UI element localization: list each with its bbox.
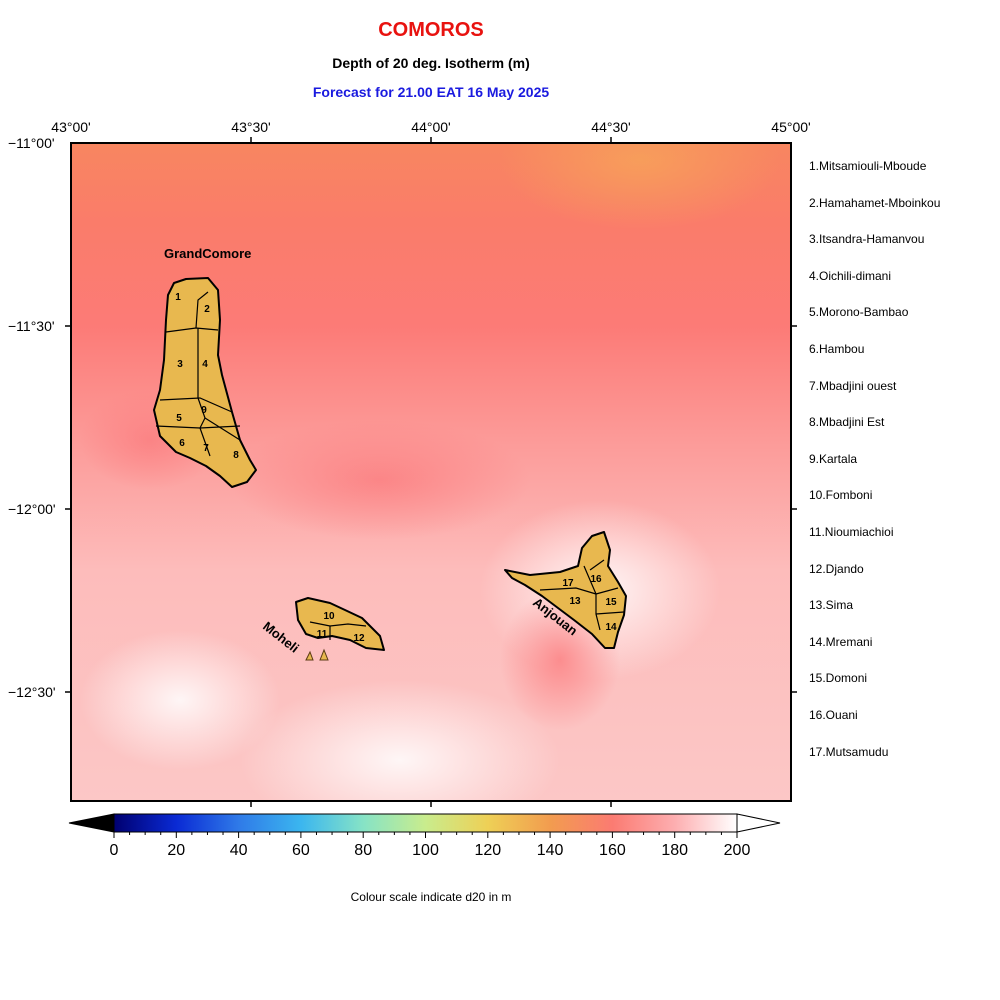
legend-item: 17.Mutsamudu: [809, 744, 889, 759]
colorbar-tick-label: 140: [536, 842, 564, 859]
island-label-grandcomore: GrandComore: [164, 246, 251, 261]
map-frame: [65, 137, 797, 807]
legend-item: 9.Kartala: [809, 451, 858, 466]
colorbar-tick-label: 80: [354, 842, 373, 859]
region-number: 12: [353, 633, 365, 644]
colorbar-tick-label: 100: [412, 842, 439, 859]
moheli-island: [295, 597, 385, 661]
region-number: 4: [202, 359, 208, 370]
grand-comore-island: [153, 277, 257, 488]
region-number: 1: [175, 292, 181, 303]
region-number: 6: [179, 438, 185, 449]
region-number: 8: [233, 450, 239, 461]
lon-tick-label: 44°30': [591, 119, 631, 135]
region-number: 15: [605, 597, 617, 608]
map-title: COMOROS: [378, 19, 484, 41]
region-number: 2: [204, 304, 210, 315]
lat-tick-label: −11°30': [8, 318, 55, 334]
lon-tick-label: 43°30': [231, 119, 271, 135]
colorbar-caption: Colour scale indicate d20 in m: [350, 890, 512, 904]
region-legend: 1.Mitsamiouli-Mboude 2.Hamahamet-Mboinkou…: [809, 152, 997, 774]
legend-item: 12.Djando: [809, 561, 864, 576]
colorbar: [68, 813, 781, 838]
lat-tick-label: −12°30': [8, 684, 56, 700]
region-number: 17: [562, 578, 574, 589]
colorbar-tick-label: 60: [291, 842, 310, 859]
region-number: 3: [177, 359, 183, 370]
colorbar-over-triangle: [736, 813, 781, 833]
forecast-time: Forecast for 21.00 EAT 16 May 2025: [312, 84, 550, 100]
legend-item: 16.Ouani: [809, 707, 858, 722]
region-number: 14: [605, 622, 617, 633]
legend-item: 5.Morono-Bambao: [809, 305, 909, 320]
lon-tick-label: 43°00': [51, 119, 91, 135]
region-numbers: 1 2 3 4 5 6 7 8 9 10 11 12 13 14 15 16 1…: [175, 292, 617, 644]
legend-item: 1.Mitsamiouli-Mboude: [809, 159, 927, 173]
region-number: 13: [569, 596, 581, 607]
legend-item: 3.Itsandra-Hamanvou: [809, 232, 925, 247]
legend-item: 8.Mbadjini Est: [809, 415, 885, 430]
lat-tick-label: −12°00': [8, 501, 56, 517]
legend-item: 2.Hamahamet-Mboinkou: [809, 195, 941, 210]
colorbar-tick-label: 20: [167, 842, 186, 859]
legend-item: 10.Fomboni: [809, 488, 873, 503]
colorbar-tick-label: 160: [599, 842, 626, 859]
colorbar-tick-label: 200: [723, 842, 751, 859]
anjouan-island: [504, 531, 627, 649]
colorbar-gradient: [113, 813, 738, 833]
colorbar-tick-label: 40: [229, 842, 248, 859]
depth-field: [71, 143, 791, 801]
legend-item: 11.Nioumiachioi: [809, 524, 894, 539]
region-number: 7: [203, 443, 209, 454]
legend-item: 4.Oichili-dimani: [809, 268, 892, 283]
region-number: 9: [201, 405, 207, 416]
colorbar-under-triangle: [68, 813, 115, 833]
legend-item: 15.Domoni: [809, 671, 868, 686]
colorbar-tick-label: 120: [474, 842, 502, 859]
legend-item: 13.Sima: [809, 598, 854, 613]
colorbar-tick-label: 180: [661, 842, 689, 859]
region-number: 5: [176, 413, 182, 424]
region-number: 10: [323, 611, 335, 622]
region-number: 11: [317, 629, 328, 640]
map-subtitle: Depth of 20 deg. Isotherm (m): [332, 55, 530, 71]
legend-item: 6.Hambou: [809, 341, 865, 356]
region-number: 16: [590, 574, 602, 585]
lat-tick-label: −11°00': [8, 135, 55, 151]
lon-tick-label: 45°00': [771, 119, 811, 135]
colorbar-tick-label: 0: [109, 842, 119, 859]
lon-tick-label: 44°00': [411, 119, 451, 135]
legend-item: 14.Mremani: [809, 634, 873, 649]
legend-item: 7.Mbadjini ouest: [809, 378, 897, 393]
